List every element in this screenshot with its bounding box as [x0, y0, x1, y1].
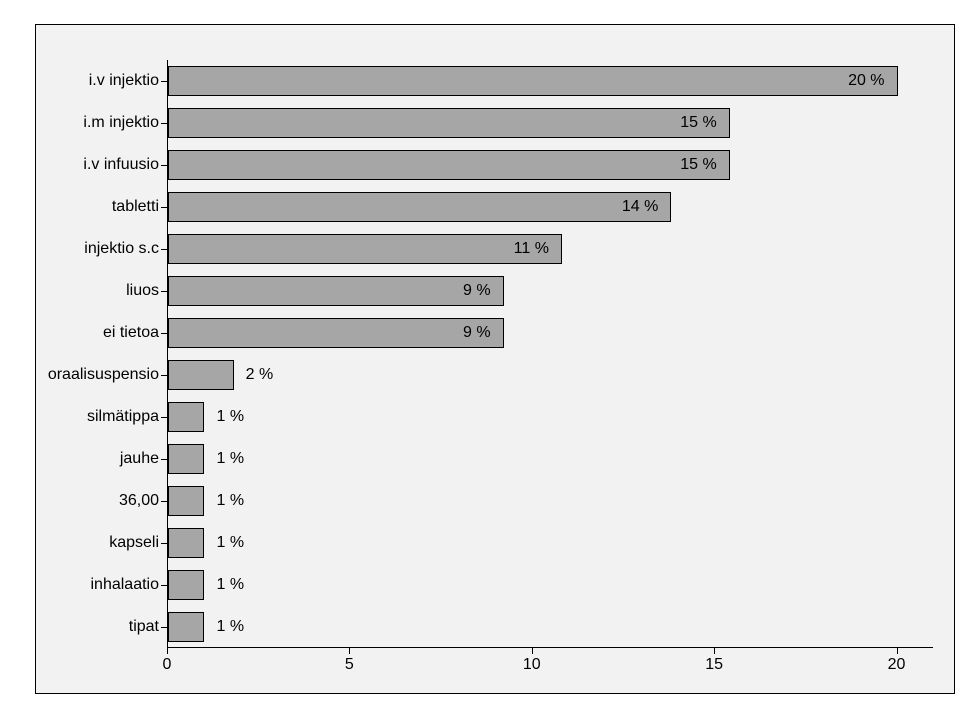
y-tick-mark — [161, 207, 167, 208]
y-tick-label: i.m injektio — [83, 114, 159, 132]
y-tick-mark — [161, 81, 167, 82]
y-tick-label: injektio s.c — [84, 240, 159, 258]
y-tick-mark — [161, 627, 167, 628]
bar-value-label: 1 % — [216, 534, 244, 552]
y-tick-mark — [161, 543, 167, 544]
x-tick-label: 0 — [163, 656, 172, 674]
y-tick-mark — [161, 123, 167, 124]
bar-value-label: 14 % — [622, 198, 658, 216]
bar — [168, 234, 562, 263]
y-tick-label: 36,00 — [119, 492, 159, 510]
plot-area: 20 % 15 % 15 % 14 % 11 % 9 % 9 % 2 % 1 % 1 % 1 % 1 … — [167, 60, 933, 648]
y-tick-mark — [161, 249, 167, 250]
bar-value-label: 1 % — [216, 576, 244, 594]
x-tick-label: 20 — [888, 656, 906, 674]
y-tick-mark — [161, 333, 167, 334]
bar-value-label: 1 % — [216, 408, 244, 426]
y-tick-mark — [161, 291, 167, 292]
y-tick-label: jauhe — [120, 450, 159, 468]
y-tick-label: inhalaatio — [91, 576, 160, 594]
bar-value-label: 15 % — [680, 114, 716, 132]
y-tick-label: kapseli — [109, 534, 159, 552]
bar — [168, 570, 204, 599]
y-tick-mark — [161, 459, 167, 460]
x-tick-mark — [167, 648, 168, 654]
bar — [168, 318, 504, 347]
bar-value-label: 9 % — [463, 282, 491, 300]
bar — [168, 528, 204, 557]
y-tick-mark — [161, 585, 167, 586]
bar-value-label: 20 % — [848, 72, 884, 90]
y-tick-label: i.v injektio — [89, 72, 159, 90]
bar — [168, 444, 204, 473]
bar — [168, 276, 504, 305]
bar — [168, 192, 671, 221]
y-tick-label: i.v infuusio — [83, 156, 159, 174]
y-tick-label: tipat — [129, 618, 159, 636]
bar — [168, 150, 730, 179]
bar-value-label: 11 % — [514, 240, 549, 258]
y-tick-mark — [161, 501, 167, 502]
bar-value-label: 1 % — [216, 450, 244, 468]
bar — [168, 108, 730, 137]
y-tick-mark — [161, 417, 167, 418]
y-tick-mark — [161, 165, 167, 166]
bar-value-label: 15 % — [680, 156, 716, 174]
x-tick-mark — [532, 648, 533, 654]
x-tick-mark — [897, 648, 898, 654]
bar-value-label: 1 % — [216, 618, 244, 636]
bar — [168, 612, 204, 641]
x-tick-mark — [349, 648, 350, 654]
bar — [168, 66, 898, 95]
y-tick-label: ei tietoa — [103, 324, 159, 342]
x-tick-label: 15 — [705, 656, 723, 674]
bar — [168, 486, 204, 515]
bar — [168, 402, 204, 431]
y-tick-label: tabletti — [112, 198, 159, 216]
y-tick-label: liuos — [126, 282, 159, 300]
y-tick-mark — [161, 375, 167, 376]
bar — [168, 360, 234, 389]
x-tick-label: 10 — [523, 656, 541, 674]
y-tick-label: silmätippa — [87, 408, 159, 426]
x-tick-label: 5 — [345, 656, 354, 674]
bar-value-label: 1 % — [216, 492, 244, 510]
y-tick-label: oraalisuspensio — [48, 366, 159, 384]
bar-value-label: 9 % — [463, 324, 491, 342]
bar-value-label: 2 % — [246, 366, 274, 384]
x-tick-mark — [714, 648, 715, 654]
